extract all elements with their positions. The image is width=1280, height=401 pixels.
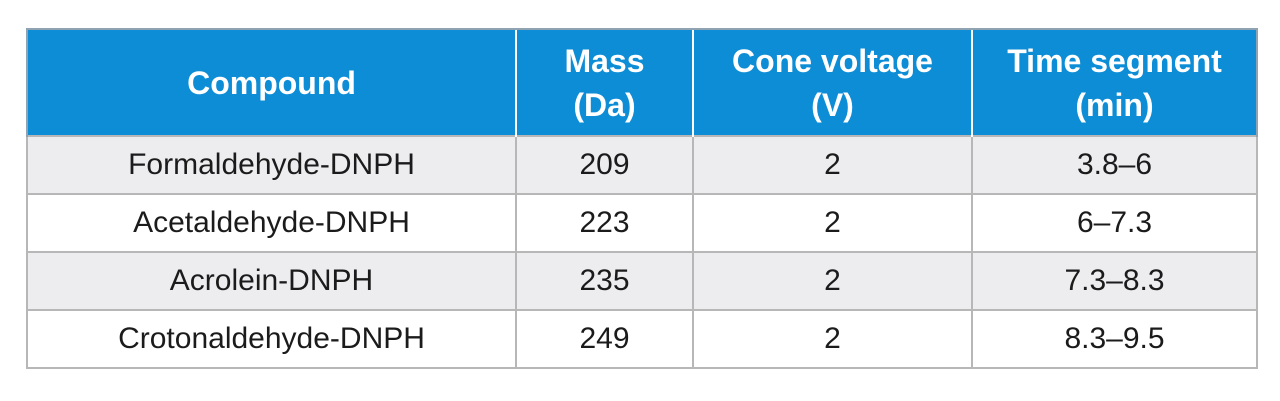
header-compound-label: Compound bbox=[187, 64, 356, 101]
cell-cone-voltage: 2 bbox=[692, 251, 973, 311]
header-compound: Compound bbox=[26, 28, 516, 136]
cell-cone-voltage: 2 bbox=[692, 135, 973, 195]
cell-mass: 209 bbox=[515, 135, 694, 195]
cell-cone-voltage: 2 bbox=[692, 309, 973, 369]
cell-compound: Acetaldehyde-DNPH bbox=[26, 193, 517, 253]
header-cone-voltage-unit: (V) bbox=[811, 86, 854, 123]
cell-mass: 223 bbox=[515, 193, 694, 253]
table-row: Acrolein-DNPH 235 2 7.3–8.3 bbox=[26, 251, 1258, 311]
header-row: Compound Mass (Da) Cone voltage (V) Time… bbox=[26, 28, 1258, 136]
table-row: Acetaldehyde-DNPH 223 2 6–7.3 bbox=[26, 193, 1258, 253]
table-row: Crotonaldehyde-DNPH 249 2 8.3–9.5 bbox=[26, 309, 1258, 369]
header-mass: Mass (Da) bbox=[515, 28, 693, 136]
header-time-segment-unit: (min) bbox=[1075, 86, 1154, 123]
cell-compound: Formaldehyde-DNPH bbox=[26, 135, 517, 195]
table-body: Formaldehyde-DNPH 209 2 3.8–6 Acetaldehy… bbox=[26, 135, 1258, 369]
header-cone-voltage-label: Cone voltage bbox=[732, 42, 933, 79]
header-time-segment: Time segment (min) bbox=[971, 28, 1258, 136]
cell-time-segment: 6–7.3 bbox=[971, 193, 1258, 253]
cell-mass: 249 bbox=[515, 309, 694, 369]
compound-parameters-table: Compound Mass (Da) Cone voltage (V) Time… bbox=[26, 28, 1258, 369]
header-mass-unit: (Da) bbox=[573, 86, 636, 123]
cell-time-segment: 7.3–8.3 bbox=[971, 251, 1258, 311]
cell-compound: Crotonaldehyde-DNPH bbox=[26, 309, 517, 369]
cell-compound: Acrolein-DNPH bbox=[26, 251, 517, 311]
cell-time-segment: 3.8–6 bbox=[971, 135, 1258, 195]
cell-time-segment: 8.3–9.5 bbox=[971, 309, 1258, 369]
header-time-segment-label: Time segment bbox=[1007, 42, 1222, 79]
cell-cone-voltage: 2 bbox=[692, 193, 973, 253]
cell-mass: 235 bbox=[515, 251, 694, 311]
header-cone-voltage: Cone voltage (V) bbox=[692, 28, 972, 136]
header-mass-label: Mass bbox=[564, 42, 645, 79]
table-header: Compound Mass (Da) Cone voltage (V) Time… bbox=[26, 28, 1258, 136]
data-table-container: Compound Mass (Da) Cone voltage (V) Time… bbox=[26, 28, 1258, 369]
table-row: Formaldehyde-DNPH 209 2 3.8–6 bbox=[26, 135, 1258, 195]
